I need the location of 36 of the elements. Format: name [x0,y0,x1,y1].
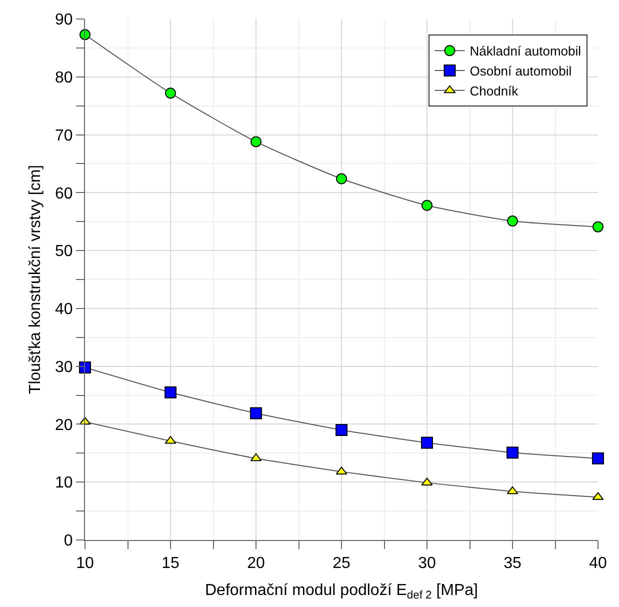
y-axis-title: Tloušťka konstrukční vrstvy [cm] [26,164,44,394]
y-tick-label: 50 [55,243,73,260]
legend-label: Nákladní automobil [470,44,582,59]
x-tick-label: 40 [589,555,607,572]
point [506,446,518,459]
x-tick-label: 25 [332,555,350,572]
point [422,200,432,211]
point [507,216,518,227]
legend-label: Chodník [470,83,519,98]
point [506,486,518,494]
y-tick-label: 60 [55,185,73,202]
legend-label: Osobní automobil [470,64,572,79]
point [250,407,262,420]
y-tick-label: 40 [55,301,73,318]
y-tick-label: 10 [55,474,73,492]
x-tick-label: 15 [162,555,180,572]
point [250,136,262,148]
y-tick-label: 90 [55,12,73,29]
y-tick-label: 0 [64,532,73,550]
y-tick-label: 20 [55,416,73,434]
point [336,173,347,184]
point [421,436,433,449]
point [336,424,348,436]
point [165,88,176,99]
x-tick-label: 30 [418,555,436,572]
point [592,221,604,232]
point [250,453,262,462]
x-tick-label: 10 [76,555,94,572]
y-tick-label: 70 [55,127,73,144]
point [164,386,176,398]
y-tick-label: 30 [55,358,73,376]
x-tick-label: 20 [247,555,265,572]
x-tick-label: 35 [504,555,522,572]
x-axis-title: Deformační modul podloží E$_{def 2}$ [MPa] [205,582,478,602]
point [592,452,604,464]
y-tick-label: 80 [55,69,73,86]
